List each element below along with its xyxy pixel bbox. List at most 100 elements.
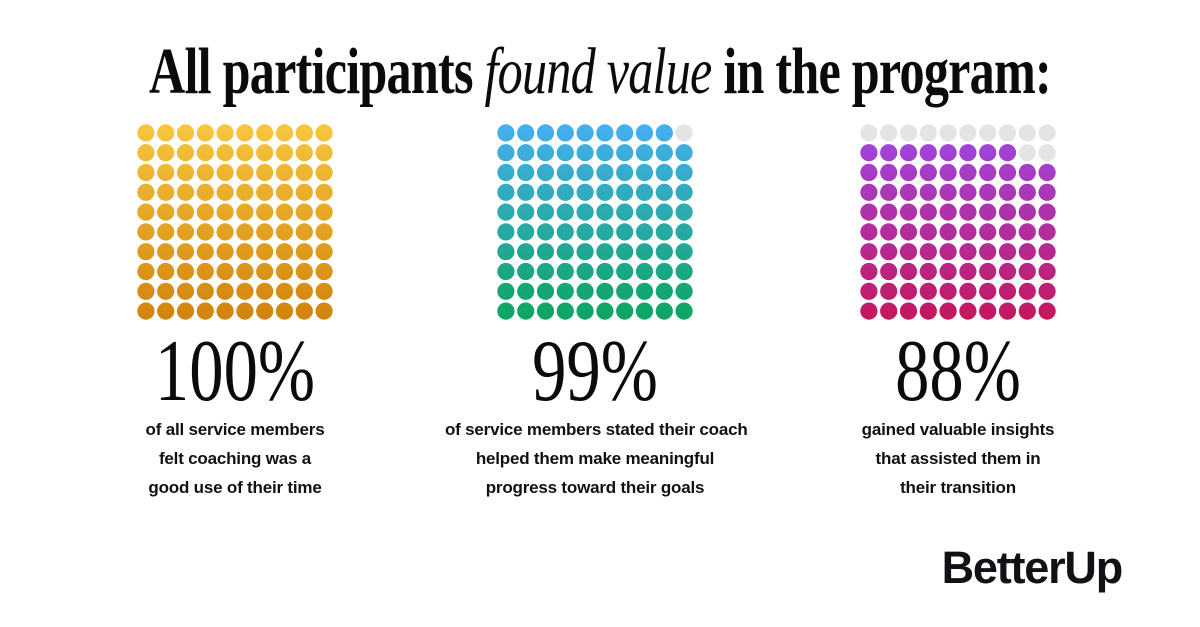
waffle-dot <box>536 144 555 162</box>
waffle-dot <box>616 282 634 300</box>
waffle-dot <box>196 223 214 241</box>
waffle-dot <box>860 183 878 201</box>
waffle-dot <box>315 144 333 162</box>
waffle-dot <box>315 302 333 320</box>
waffle-dot <box>998 302 1017 320</box>
waffle-dot <box>137 282 155 300</box>
waffle-dot <box>919 302 937 320</box>
title-suffix: in the program: <box>723 35 1051 108</box>
waffle-dot <box>860 163 878 182</box>
waffle-dot <box>616 262 634 281</box>
waffle-dot <box>616 124 634 142</box>
waffle-dot <box>556 282 574 300</box>
waffle-dot <box>275 203 294 221</box>
waffle-dot <box>295 282 313 300</box>
waffle-dot <box>275 163 294 182</box>
waffle-dot <box>256 262 274 281</box>
waffle-dot <box>675 124 693 142</box>
waffle-dot <box>919 203 937 221</box>
waffle-dot <box>137 124 155 142</box>
title-prefix: All participants <box>149 35 485 108</box>
waffle-dot <box>919 223 937 241</box>
waffle-dot <box>236 282 254 300</box>
waffle-dot <box>556 144 574 162</box>
waffle-dot <box>216 163 234 182</box>
waffle-dot <box>236 302 254 320</box>
waffle-dot <box>616 163 634 182</box>
waffle-dot <box>998 262 1017 281</box>
waffle-dot <box>236 223 254 241</box>
waffle-dot <box>655 243 673 261</box>
waffle-dot <box>176 223 195 241</box>
waffle-dot <box>236 243 254 261</box>
waffle-dot <box>655 203 673 221</box>
waffle-dot <box>616 243 634 261</box>
waffle-dot <box>860 144 878 162</box>
waffle-dot <box>157 223 175 241</box>
waffle-dot <box>860 302 878 320</box>
waffle-dot <box>216 183 234 201</box>
waffle-dot <box>860 223 878 241</box>
waffle-dot <box>576 302 594 320</box>
waffle-dot <box>1018 144 1036 162</box>
waffle-dot <box>176 302 195 320</box>
waffle-dot <box>157 302 175 320</box>
waffle-dot <box>939 223 957 241</box>
waffle-dot <box>880 223 898 241</box>
caption-line: felt coaching was a <box>158 449 312 468</box>
stat-caption: gained valuable insights that assisted t… <box>808 415 1108 502</box>
waffle-dot <box>236 262 254 281</box>
waffle-dot <box>959 262 977 281</box>
waffle-dot <box>315 183 333 201</box>
waffle-dot <box>939 262 957 281</box>
waffle-dot <box>576 183 594 201</box>
waffle-dot <box>1018 203 1036 221</box>
waffle-dot <box>536 163 555 182</box>
waffle-dot <box>556 203 574 221</box>
waffle-dot <box>216 203 234 221</box>
waffle-dot <box>517 302 535 320</box>
waffle-dot <box>275 262 294 281</box>
waffle-chart-88 <box>860 124 1056 320</box>
waffle-dot <box>655 302 673 320</box>
waffle-dot <box>919 183 937 201</box>
waffle-dot <box>979 223 997 241</box>
waffle-dot <box>137 223 155 241</box>
waffle-dot <box>216 282 234 300</box>
waffle-dot <box>236 183 254 201</box>
waffle-dot <box>959 183 977 201</box>
waffle-dot <box>556 262 574 281</box>
waffle-dot <box>176 282 195 300</box>
waffle-dot <box>137 243 155 261</box>
waffle-dot <box>860 262 878 281</box>
title-emphasis: found value <box>484 35 712 108</box>
stat-column-time: 100% of all service members felt coachin… <box>85 123 385 513</box>
waffle-dot <box>655 262 673 281</box>
waffle-dot <box>497 302 515 320</box>
waffle-dot <box>959 124 977 142</box>
waffle-dot <box>616 183 634 201</box>
waffle-dot <box>998 124 1017 142</box>
waffle-dot <box>635 223 654 241</box>
waffle-dot <box>216 223 234 241</box>
waffle-dot <box>919 144 937 162</box>
waffle-dot <box>979 124 997 142</box>
caption-line: progress toward their goals <box>485 478 705 497</box>
waffle-dot <box>616 144 634 162</box>
waffle-dot <box>959 282 977 300</box>
waffle-dot <box>939 282 957 300</box>
waffle-dot <box>517 163 535 182</box>
caption-line: good use of their time <box>148 478 322 497</box>
waffle-dot <box>196 163 214 182</box>
waffle-dot <box>295 223 313 241</box>
waffle-dot <box>295 262 313 281</box>
stat-caption: of all service members felt coaching was… <box>85 415 385 502</box>
waffle-dot <box>1038 163 1056 182</box>
waffle-dot <box>216 144 234 162</box>
waffle-dot <box>315 203 333 221</box>
waffle-dot <box>596 282 614 300</box>
waffle-dot <box>880 282 898 300</box>
waffle-dot <box>596 183 614 201</box>
waffle-dot <box>979 144 997 162</box>
waffle-dot <box>596 223 614 241</box>
